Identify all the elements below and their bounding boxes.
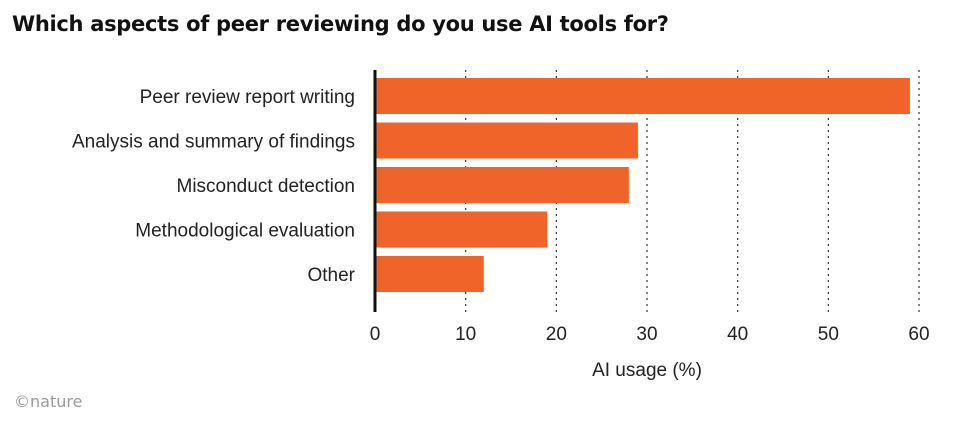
source-credit: ©nature: [14, 392, 83, 411]
category-label: Other: [307, 265, 355, 286]
x-tick-label: 0: [370, 324, 381, 345]
category-label: Analysis and summary of findings: [72, 132, 355, 153]
bar-1: [375, 78, 910, 114]
bars: [375, 78, 910, 292]
category-label: Peer review report writing: [140, 87, 355, 108]
x-tick-label: 20: [546, 324, 567, 345]
bar-5: [375, 256, 484, 292]
category-label: Methodological evaluation: [135, 221, 355, 242]
chart-title: Which aspects of peer reviewing do you u…: [12, 12, 669, 36]
category-labels: Peer review report writing Analysis and s…: [72, 87, 356, 286]
x-axis-title: AI usage (%): [592, 360, 702, 381]
bar-3: [375, 167, 629, 203]
category-label: Misconduct detection: [177, 176, 356, 197]
x-tick-labels: 0 10 20 30 40 50 60: [370, 324, 930, 345]
x-tick-label: 10: [455, 324, 476, 345]
x-tick-label: 30: [636, 324, 657, 345]
x-tick-label: 40: [727, 324, 748, 345]
bar-2: [375, 122, 638, 159]
bar-4: [375, 211, 548, 248]
x-tick-label: 50: [818, 324, 839, 345]
x-tick-label: 60: [908, 324, 929, 345]
